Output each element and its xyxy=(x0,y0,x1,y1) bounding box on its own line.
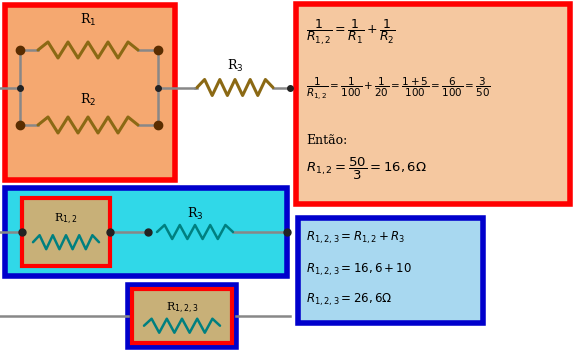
Text: Então:: Então: xyxy=(306,134,347,147)
Text: $R_{1,2,3}=R_{1,2}+R_3$: $R_{1,2,3}=R_{1,2}+R_3$ xyxy=(306,230,405,246)
Text: R$_2$: R$_2$ xyxy=(80,92,96,108)
Text: R$_3$: R$_3$ xyxy=(227,58,243,74)
Text: R$_1$: R$_1$ xyxy=(80,12,96,28)
Bar xyxy=(128,285,236,347)
Text: $\dfrac{1}{R_{1,2}}=\dfrac{1}{100}+\dfrac{1}{20}=\dfrac{1+5}{100}=\dfrac{6}{100}: $\dfrac{1}{R_{1,2}}=\dfrac{1}{100}+\dfra… xyxy=(306,76,491,102)
Text: $\dfrac{1}{R_{1,2}}=\dfrac{1}{R_1}+\dfrac{1}{R_2}$: $\dfrac{1}{R_{1,2}}=\dfrac{1}{R_1}+\dfra… xyxy=(306,18,395,47)
Bar xyxy=(5,5,175,180)
Bar xyxy=(298,218,483,323)
Text: $R_{1,2,3}=16,6+10$: $R_{1,2,3}=16,6+10$ xyxy=(306,262,412,278)
Bar xyxy=(296,4,570,204)
Bar xyxy=(5,188,287,276)
Text: $R_{1,2}=\dfrac{50}{3}=16,6\Omega$: $R_{1,2}=\dfrac{50}{3}=16,6\Omega$ xyxy=(306,156,427,182)
Text: $R_{1,2,3}=26,6\Omega$: $R_{1,2,3}=26,6\Omega$ xyxy=(306,292,392,309)
Bar xyxy=(22,198,110,266)
Text: R$_{1,2,3}$: R$_{1,2,3}$ xyxy=(166,301,198,316)
Text: R$_3$: R$_3$ xyxy=(187,206,203,222)
Text: R$_{1,2}$: R$_{1,2}$ xyxy=(54,212,78,227)
Bar xyxy=(132,289,232,343)
